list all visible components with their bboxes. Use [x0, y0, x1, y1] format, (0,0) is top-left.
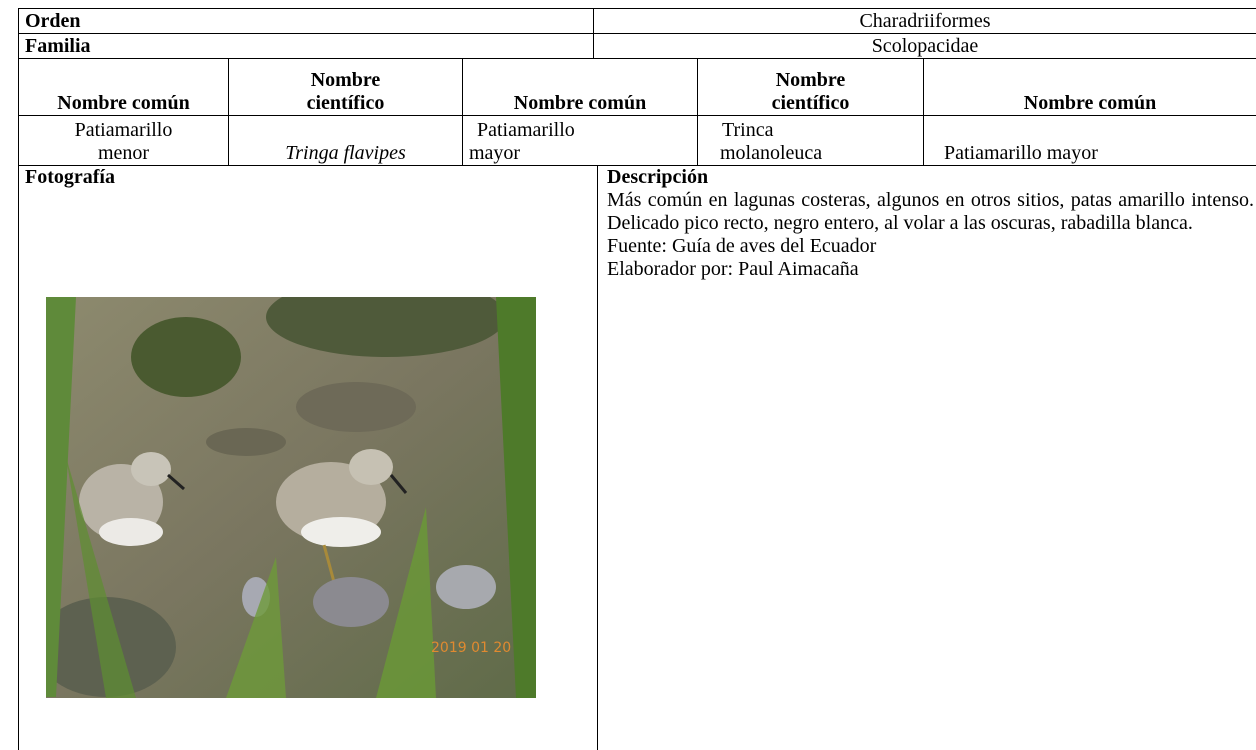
- photo-label: Fotografía: [25, 166, 115, 188]
- cell: Tringa flavipes: [228, 115, 463, 166]
- header: Nombre común: [923, 58, 1256, 116]
- description-text: Más común en lagunas costeras, algunos e…: [607, 189, 1254, 234]
- order-row: Orden Charadriiformes: [18, 8, 1256, 34]
- header-row: Nombre común Nombre científico Nombre co…: [18, 58, 1256, 116]
- species-table: Nombre común Nombre científico Nombre co…: [18, 58, 1256, 166]
- cell: Patiamarillo mayor: [462, 115, 698, 166]
- classification-table: Orden Charadriiformes Familia Scolopacid…: [18, 8, 1256, 59]
- cell-text: Patiamarillo mayor: [469, 119, 575, 164]
- header: Nombre común: [462, 58, 698, 116]
- label: Familia: [18, 33, 594, 59]
- header-text: Nombre científico: [771, 69, 850, 114]
- value: Scolopacidae: [593, 33, 1256, 59]
- description-source: Fuente: Guía de aves del Ecuador: [607, 235, 877, 257]
- cell: Patiamarillo mayor: [923, 115, 1256, 166]
- header: Nombre científico: [228, 58, 463, 116]
- cell: Patiamarillo menor: [18, 115, 229, 166]
- label: Orden: [18, 8, 594, 34]
- family-row: Familia Scolopacidae: [18, 33, 1256, 59]
- description-cell: Descripción Más común en lagunas costera…: [597, 165, 1256, 750]
- header-text: Nombre científico: [306, 69, 385, 114]
- header: Nombre común: [18, 58, 229, 116]
- cell-text: Trinca molanoleuca: [720, 119, 823, 164]
- cell-text: Patiamarillo menor: [74, 119, 173, 164]
- value: Charadriiformes: [593, 8, 1256, 34]
- description-author: Elaborador por: Paul Aimacaña: [607, 258, 859, 280]
- data-row: Patiamarillo menor Tringa flavipes Patia…: [18, 115, 1256, 166]
- photo-stamp: 2019 01 20: [431, 640, 511, 656]
- description-label: Descripción: [607, 166, 709, 188]
- header: Nombre científico: [697, 58, 924, 116]
- cell: Trinca molanoleuca: [697, 115, 924, 166]
- bird-photo: 2019 01 20: [46, 297, 536, 698]
